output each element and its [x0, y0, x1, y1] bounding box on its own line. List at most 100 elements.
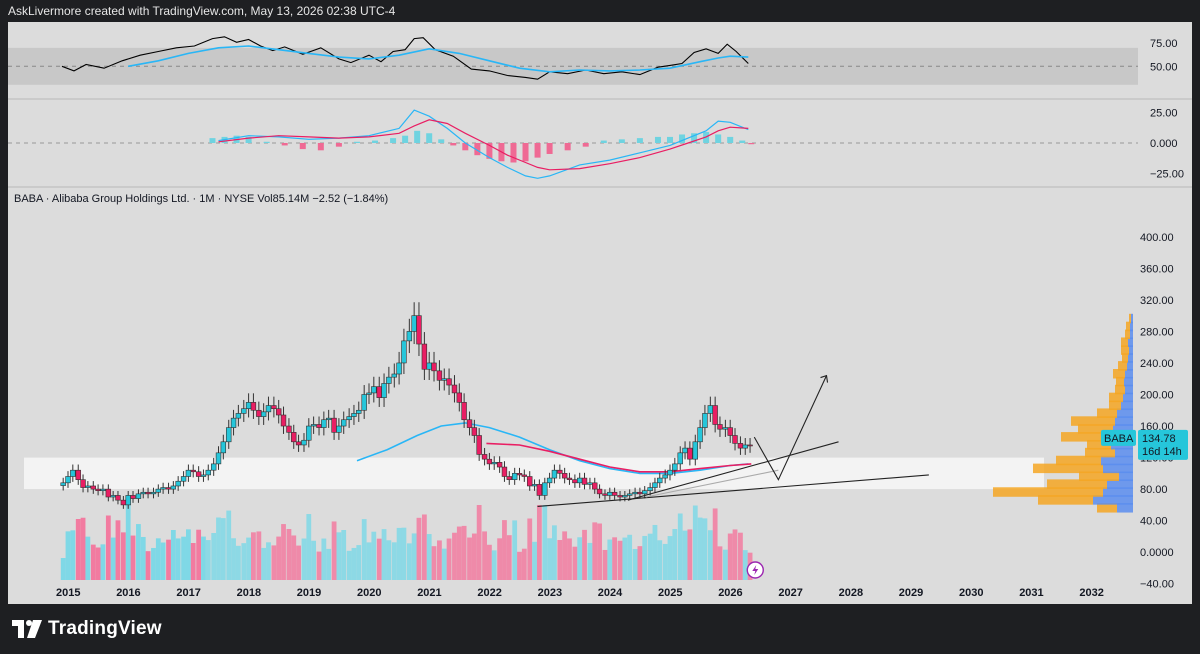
volume-bar	[416, 517, 422, 580]
candle-body	[361, 394, 367, 411]
profile-orange-bar	[1079, 471, 1119, 482]
candle-body	[657, 477, 663, 484]
volume-bar	[471, 533, 477, 580]
candle-body	[381, 383, 387, 398]
rsi-line	[61, 36, 749, 80]
volume-bar	[70, 530, 76, 580]
rsi-tick-label: 75.00	[1150, 38, 1178, 50]
volume-bar	[226, 510, 232, 580]
volume-bar	[527, 518, 533, 580]
profile-orange-bar	[1097, 408, 1117, 418]
candle-body	[441, 378, 447, 381]
candle-body	[386, 376, 392, 384]
volume-bar	[587, 542, 593, 580]
tradingview-logo[interactable]: TradingView	[12, 618, 162, 640]
candle-body	[416, 315, 422, 345]
candle-body	[140, 491, 146, 495]
volume-bar	[461, 525, 467, 580]
macd-histogram-bar	[263, 141, 270, 143]
volume-bar	[732, 529, 738, 580]
candle-body	[60, 482, 66, 486]
candle-body	[145, 491, 151, 495]
volume-bar	[391, 542, 397, 580]
macd-histogram-bar	[402, 135, 409, 143]
volume-bar	[306, 514, 312, 580]
price-tick-label: 200.00	[1140, 390, 1174, 402]
year-label: 2023	[538, 587, 562, 599]
candle-body	[356, 409, 362, 414]
year-label: 2022	[477, 587, 501, 599]
volume-profile	[993, 313, 1133, 513]
volume-bar	[346, 550, 352, 580]
candle-body	[496, 462, 503, 468]
volume-bar	[286, 529, 292, 580]
volume-bar	[727, 533, 733, 580]
year-label: 2020	[357, 587, 381, 599]
symbol-tag	[1101, 429, 1136, 446]
symbol-tag-text: BABA	[1104, 433, 1134, 445]
volume-bar	[155, 538, 161, 580]
volume-bar	[190, 543, 196, 580]
volume-bar	[386, 540, 392, 580]
candle-body	[90, 485, 96, 490]
candle-body	[165, 487, 172, 490]
candle-body	[200, 474, 207, 477]
volume-bar	[351, 547, 357, 580]
candle-body	[491, 462, 497, 465]
volume-bar	[667, 536, 673, 580]
volume-bar	[406, 543, 412, 580]
volume-bar	[712, 508, 718, 580]
profile-orange-bar	[1129, 313, 1131, 324]
profile-orange-bar	[1047, 479, 1107, 489]
candle-body	[376, 386, 382, 398]
volume-bar	[120, 532, 126, 580]
chart-canvas[interactable]: 75.00 50.00 25.00 0.000 −25.00 400.00 360.00 32…	[8, 22, 1192, 604]
volume-bar	[567, 538, 572, 580]
candle-body	[185, 469, 192, 477]
volume-bar	[467, 537, 472, 580]
volume-bar	[291, 535, 297, 580]
bolt-icon[interactable]	[746, 561, 764, 579]
volume-bar	[261, 547, 267, 580]
macd-histogram-bar	[739, 140, 746, 143]
macd-histogram-bar	[438, 139, 445, 143]
candle-body	[245, 402, 252, 409]
volume-bar	[281, 524, 286, 580]
candle-body	[546, 477, 553, 484]
volume-bar	[437, 540, 442, 580]
candle-body	[461, 402, 467, 421]
volume-bar	[502, 520, 507, 580]
macd-histogram-bar	[600, 140, 607, 143]
candle-body	[265, 405, 272, 413]
profile-orange-bar	[1109, 392, 1123, 403]
volume-bar	[326, 548, 332, 580]
volume-bar	[512, 520, 518, 580]
volume-bar	[602, 549, 608, 580]
macd-histogram-bar	[474, 143, 481, 156]
volume-bar	[521, 548, 527, 580]
candle-body	[727, 427, 733, 436]
macd-histogram-bar	[317, 143, 324, 151]
candle-body	[702, 413, 708, 428]
countdown-text: 16d 14h	[1142, 446, 1182, 458]
year-label: 2026	[718, 587, 742, 599]
profile-blue-bar	[1103, 463, 1133, 474]
chart-area[interactable]: 75.00 50.00 25.00 0.000 −25.00 400.00 360.00 32…	[8, 22, 1192, 604]
year-label: 2031	[1019, 587, 1043, 599]
candle-body	[576, 477, 583, 484]
price-tag	[1138, 429, 1188, 460]
macd-histogram-bar	[727, 136, 734, 143]
candle-body	[572, 479, 578, 484]
candle-body	[456, 392, 462, 403]
candle-body	[712, 405, 718, 425]
volume-bar	[446, 538, 452, 580]
candle-body	[160, 487, 166, 490]
macd-histogram-bar	[353, 141, 360, 143]
candle-body	[341, 419, 347, 427]
price-tick-label: 0.0000	[1140, 547, 1174, 559]
volume-bar	[426, 534, 432, 580]
volume-bar	[170, 530, 176, 580]
macd-histogram-bar	[390, 138, 397, 143]
candle-body	[275, 408, 282, 416]
profile-orange-bar	[1056, 455, 1101, 466]
